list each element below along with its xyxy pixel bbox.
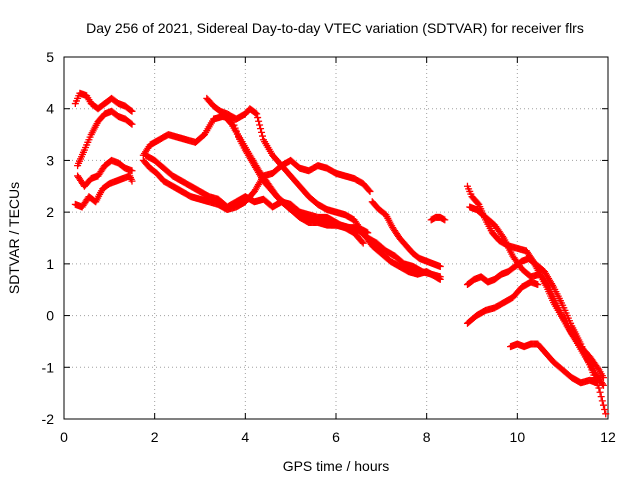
y-tick-label: 4 <box>46 101 54 117</box>
data-point <box>436 273 444 281</box>
data-point <box>254 114 262 122</box>
y-tick-label: 3 <box>46 152 54 168</box>
x-tick-label: 4 <box>241 429 249 445</box>
x-tick-label: 2 <box>151 429 159 445</box>
data-point <box>595 384 603 392</box>
data-series <box>463 278 542 327</box>
data-point <box>599 401 607 409</box>
data-series <box>507 340 601 387</box>
data-point <box>127 119 135 127</box>
data-point <box>127 106 135 114</box>
data-point <box>436 262 444 270</box>
data-point <box>258 132 266 140</box>
data-point <box>602 410 610 418</box>
data-point <box>597 393 605 401</box>
data-point <box>257 125 265 133</box>
data-point <box>358 238 366 246</box>
data-series <box>427 213 449 224</box>
data-series <box>74 156 136 190</box>
data-series <box>71 172 136 211</box>
y-tick-label: -2 <box>42 411 55 427</box>
data-point <box>359 239 367 247</box>
data-series <box>203 94 444 283</box>
y-tick-label: 1 <box>46 256 54 272</box>
data-point <box>499 232 507 240</box>
data-point <box>128 177 136 185</box>
data-point <box>255 117 263 125</box>
y-tick-label: -1 <box>42 359 55 375</box>
data-point <box>253 110 261 118</box>
data-series <box>74 107 136 170</box>
data-point <box>441 216 449 224</box>
x-tick-label: 10 <box>510 429 526 445</box>
data-point <box>252 109 260 117</box>
grid <box>64 57 608 419</box>
data-point <box>596 388 604 396</box>
x-tick-label: 0 <box>60 429 68 445</box>
data-point <box>128 167 136 175</box>
data-point <box>258 128 266 136</box>
data-point <box>128 120 136 128</box>
data-point <box>598 380 606 388</box>
y-axis-label: SDTVAR / TECUs <box>6 182 22 294</box>
data-point <box>256 121 264 129</box>
data-point <box>128 107 136 115</box>
data-point <box>534 281 542 289</box>
y-tick-label: 5 <box>46 49 54 65</box>
data-points <box>71 89 610 418</box>
x-tick-label: 12 <box>600 429 616 445</box>
data-series <box>219 110 444 281</box>
y-tick-label: 2 <box>46 204 54 220</box>
x-tick-label: 6 <box>332 429 340 445</box>
x-tick-label: 8 <box>423 429 431 445</box>
data-series <box>368 198 444 270</box>
chart-title: Day 256 of 2021, Sidereal Day-to-day VTE… <box>86 20 584 36</box>
data-point <box>593 379 601 387</box>
y-tick-label: 0 <box>46 308 54 324</box>
data-point <box>366 187 374 195</box>
x-axis-label: GPS time / hours <box>283 458 390 474</box>
data-series <box>466 203 607 389</box>
data-point <box>601 406 609 414</box>
data-point <box>365 186 373 194</box>
data-series <box>71 89 136 115</box>
data-series <box>463 255 610 418</box>
data-point <box>598 397 606 405</box>
